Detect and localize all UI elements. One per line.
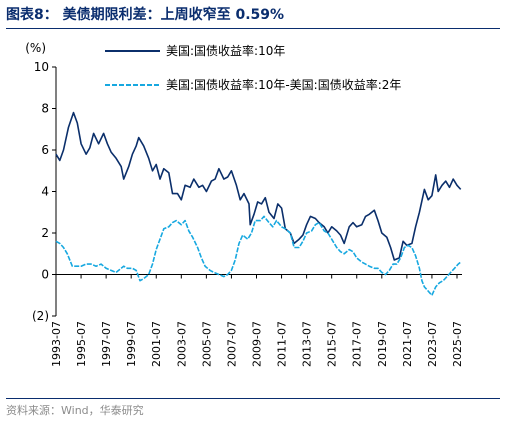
x-tick-label: 2001-07 [150,321,163,367]
chart-axes: (2) 0 2 4 6 8 10 (%) 1993-07 1995-07 1997-07 1999-0… [25,41,464,367]
x-tick-label: 2007-07 [225,321,238,367]
x-tick-label: 1999-07 [125,321,138,367]
x-tick-label: 2021-07 [401,321,414,367]
y-tick-label: 8 [41,102,49,116]
x-tick-label: 2013-07 [301,321,314,367]
y-tick-label: 6 [41,143,49,157]
x-tick-label: 2025-07 [451,321,464,367]
x-tick-label: 1993-07 [50,321,63,367]
source-divider [6,398,500,399]
series-line-10y-yield [55,111,462,261]
y-tick-label: (2) [32,309,49,323]
x-tick-label: 2003-07 [175,321,188,367]
legend-label: 美国:国债收益率:10年 [166,43,285,58]
x-tick-label: 2011-07 [276,321,289,367]
x-tick-label: 1997-07 [100,321,113,367]
y-tick-label: 2 [41,226,49,240]
y-tick-label: 4 [41,185,49,199]
x-tick-label: 1995-07 [75,321,88,367]
source-note: 资料来源：Wind，华泰研究 [6,404,144,417]
series-line-10y-2y-spread [55,215,462,297]
title-divider [6,28,500,29]
x-tick-label: 2019-07 [376,321,389,367]
x-tick-label: 2015-07 [326,321,339,367]
x-tick-label: 2005-07 [200,321,213,367]
y-tick-label: 0 [41,268,49,282]
y-axis-label: (%) [25,41,46,55]
x-tick-label: 2023-07 [426,321,439,367]
x-tick-label: 2017-07 [351,321,364,367]
legend-label: 美国:国债收益率:10年-美国:国债收益率:2年 [166,77,401,92]
figure-title: 图表8： 美债期限利差：上周收窄至 0.59% [6,7,285,23]
series-layer [55,111,462,297]
x-tick-label: 2009-07 [250,321,263,367]
y-tick-label: 10 [34,60,49,74]
